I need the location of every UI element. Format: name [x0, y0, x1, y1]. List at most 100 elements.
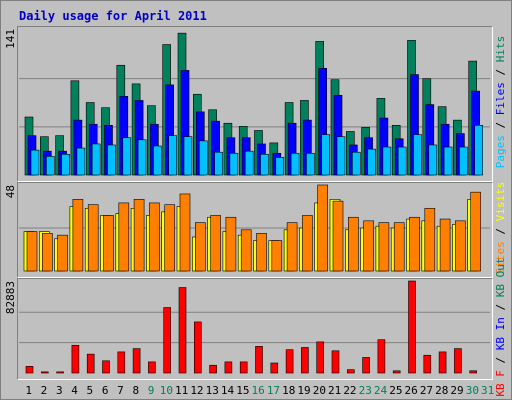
- bar-hits-files-pages-pages-day-16: [260, 153, 269, 176]
- bar-visits-sites-sites-day-24: [378, 222, 390, 272]
- bar-hits-files-pages-pages-day-19: [306, 152, 315, 176]
- day-label-27: 27: [420, 384, 433, 397]
- day-label-13: 13: [206, 384, 219, 397]
- bar-visits-sites-sites-day-8: [133, 199, 145, 272]
- bar-visits-sites-sites-day-9: [149, 202, 160, 272]
- legend-part-visits-sites-2: Visits: [494, 182, 507, 222]
- legend-part-hits-files-pages-3: /: [494, 62, 507, 82]
- day-label-10: 10: [160, 384, 173, 397]
- bar-kbf-kbin-kbout-kb-f-day-21: [331, 350, 340, 374]
- bar-hits-files-pages-pages-day-2: [45, 156, 55, 176]
- bar-hits-files-pages-pages-day-4: [76, 147, 86, 176]
- bar-visits-sites-sites-day-1: [26, 231, 38, 272]
- day-label-25: 25: [389, 384, 402, 397]
- legend-part-hits-files-pages-2: Files: [494, 82, 507, 115]
- bar-hits-files-pages-pages-day-23: [367, 148, 376, 176]
- day-label-19: 19: [297, 384, 310, 397]
- day-label-18: 18: [282, 384, 295, 397]
- bar-kbf-kbin-kbout-kb-f-day-26: [408, 280, 416, 374]
- bar-visits-sites-sites-day-28: [439, 218, 451, 272]
- bar-kbf-kbin-kbout-kb-f-day-30: [469, 370, 478, 374]
- bar-visits-sites-sites-day-20: [317, 184, 329, 272]
- day-label-5: 5: [87, 384, 94, 397]
- bar-visits-sites-sites-day-11: [179, 193, 191, 272]
- bar-hits-files-pages-pages-day-3: [61, 153, 70, 176]
- legend-part-kbf-kbin-kbout-4: KB Out: [494, 257, 507, 297]
- day-label-4: 4: [71, 384, 78, 397]
- legend-part-kbf-kbin-kbout-2: KB In: [494, 317, 507, 350]
- bar-kbf-kbin-kbout-kb-f-day-6: [102, 360, 110, 374]
- bar-hits-files-pages-pages-day-7: [122, 137, 132, 176]
- legend-part-hits-files-pages-4: Hits: [494, 36, 507, 63]
- legend-part-hits-files-pages-0: Pages: [494, 135, 507, 168]
- legend-visits-sites: Sites / Visits: [494, 182, 507, 275]
- bar-visits-sites-sites-day-19: [302, 215, 313, 272]
- bar-visits-sites-sites-day-25: [393, 222, 405, 272]
- day-label-26: 26: [405, 384, 418, 397]
- day-label-9: 9: [148, 384, 155, 397]
- bar-hits-files-pages-pages-day-17: [275, 157, 285, 176]
- bar-kbf-kbin-kbout-kb-f-day-8: [132, 348, 141, 374]
- bar-hits-files-pages-pages-day-18: [290, 152, 300, 176]
- bar-visits-sites-sites-day-12: [195, 222, 206, 272]
- bar-visits-sites-sites-day-29: [455, 220, 466, 272]
- day-label-6: 6: [102, 384, 109, 397]
- bar-hits-files-pages-pages-day-28: [443, 146, 453, 176]
- bar-hits-files-pages-pages-day-1: [30, 149, 40, 176]
- legend-part-kbf-kbin-kbout-3: /: [494, 297, 507, 317]
- bar-hits-files-pages-pages-day-20: [321, 134, 331, 176]
- day-label-20: 20: [313, 384, 326, 397]
- day-label-23: 23: [359, 384, 372, 397]
- max-label-kbf-kbin-kbout: 82883: [4, 281, 17, 314]
- bar-visits-sites-sites-day-22: [347, 216, 359, 272]
- bar-visits-sites-sites-day-17: [271, 240, 283, 272]
- bar-kbf-kbin-kbout-kb-f-day-20: [316, 341, 325, 374]
- bar-hits-files-pages-pages-day-21: [336, 136, 346, 176]
- bar-visits-sites-sites-day-23: [363, 220, 374, 272]
- bar-kbf-kbin-kbout-kb-f-day-2: [40, 371, 49, 374]
- day-label-24: 24: [374, 384, 388, 397]
- bar-visits-sites-sites-day-14: [225, 216, 237, 272]
- day-label-14: 14: [221, 384, 235, 397]
- day-label-16: 16: [252, 384, 265, 397]
- day-label-15: 15: [236, 384, 249, 397]
- day-label-12: 12: [190, 384, 203, 397]
- bar-kbf-kbin-kbout-kb-f-day-23: [362, 357, 370, 374]
- bar-kbf-kbin-kbout-kb-f-day-29: [454, 348, 462, 374]
- bar-kbf-kbin-kbout-kb-f-day-27: [423, 354, 432, 374]
- bar-visits-sites-sites-day-16: [256, 233, 267, 272]
- bar-hits-files-pages-pages-day-22: [351, 151, 361, 176]
- bar-kbf-kbin-kbout-kb-f-day-10: [163, 307, 171, 374]
- legend-kbf-kbin-kbout: KB F / KB In / KB Out: [494, 257, 507, 396]
- bar-kbf-kbin-kbout-kb-f-day-19: [301, 347, 309, 374]
- bar-kbf-kbin-kbout-kb-f-day-13: [209, 364, 217, 374]
- bar-visits-sites-sites-day-15: [240, 229, 252, 272]
- bar-visits-sites-sites-day-3: [57, 234, 68, 272]
- legend-part-hits-files-pages-1: /: [494, 115, 507, 135]
- day-label-8: 8: [132, 384, 139, 397]
- bar-hits-files-pages-pages-day-15: [244, 150, 254, 176]
- day-label-2: 2: [41, 384, 48, 397]
- bar-kbf-kbin-kbout-kb-f-day-11: [178, 287, 187, 374]
- bar-kbf-kbin-kbout-kb-f-day-9: [148, 361, 156, 374]
- day-label-11: 11: [175, 384, 188, 397]
- bar-hits-files-pages-pages-day-14: [229, 152, 239, 176]
- bar-kbf-kbin-kbout-kb-f-day-3: [56, 371, 64, 374]
- bar-kbf-kbin-kbout-kb-f-day-14: [224, 361, 233, 374]
- bar-hits-files-pages-pages-day-24: [382, 146, 392, 176]
- day-label-3: 3: [56, 384, 63, 397]
- bar-hits-files-pages-pages-day-5: [91, 143, 101, 176]
- bar-visits-sites-sites-day-26: [409, 216, 420, 272]
- bar-hits-files-pages-pages-day-12: [199, 140, 208, 176]
- legend-part-kbf-kbin-kbout-0: KB F: [494, 370, 507, 397]
- day-label-17: 17: [267, 384, 280, 397]
- bar-visits-sites-sites-day-5: [87, 204, 99, 272]
- bar-kbf-kbin-kbout-kb-f-day-24: [377, 339, 386, 374]
- bar-kbf-kbin-kbout-kb-f-day-25: [392, 370, 401, 374]
- legend-part-visits-sites-0: Sites: [494, 241, 507, 274]
- bar-visits-sites-sites-day-21: [332, 200, 344, 272]
- bar-kbf-kbin-kbout-kb-f-day-28: [438, 351, 447, 374]
- bar-kbf-kbin-kbout-kb-f-day-15: [239, 361, 248, 374]
